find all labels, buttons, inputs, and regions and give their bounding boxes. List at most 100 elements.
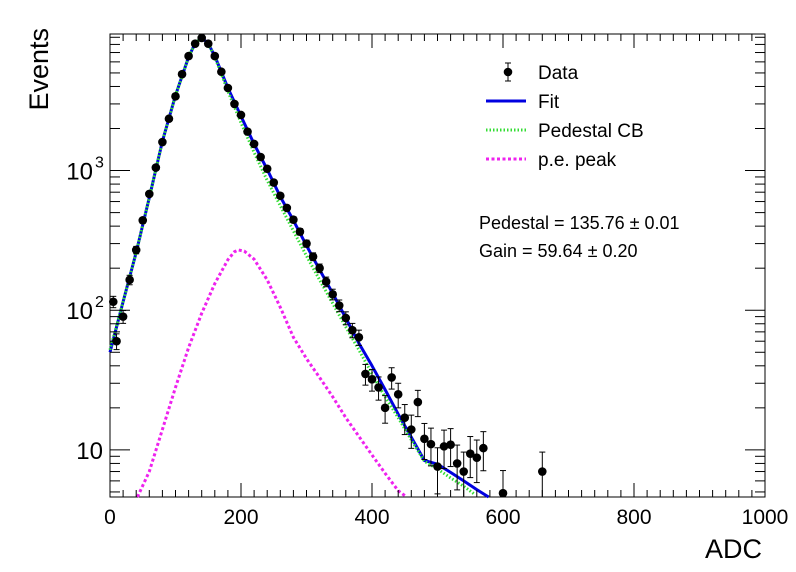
data-marker (118, 312, 128, 321)
legend-label: p.e. peak (538, 150, 617, 171)
data-marker (354, 332, 364, 342)
data-points-layer (108, 33, 547, 498)
data-point (125, 274, 134, 286)
data-marker (236, 110, 246, 120)
data-point (446, 428, 455, 468)
data-marker (400, 413, 410, 423)
data-point (171, 92, 180, 101)
curve-p-e-peak (136, 248, 408, 499)
data-point (328, 288, 338, 301)
data-point (387, 367, 396, 390)
data-point (308, 252, 318, 262)
data-marker (472, 453, 482, 462)
data-marker (131, 245, 141, 255)
data-point (177, 69, 187, 79)
fit-result-text: Gain = 59.64 ± 0.20 (479, 241, 638, 261)
legend: Data Fit Pedestal CB p.e. peak (486, 62, 644, 171)
data-marker (374, 383, 383, 392)
data-marker (479, 443, 488, 453)
data-point (158, 137, 167, 147)
data-point (380, 395, 390, 424)
data-marker (289, 215, 298, 224)
data-marker (393, 390, 403, 399)
data-marker (164, 114, 174, 124)
y-tick-exponent: 2 (95, 294, 104, 311)
data-marker (334, 301, 344, 310)
data-point (302, 239, 311, 248)
plot-frame-rect (109, 33, 766, 498)
data-marker (276, 191, 285, 201)
x-tick-label: 400 (354, 506, 389, 529)
data-point (282, 203, 292, 213)
data-point (210, 51, 220, 61)
data-point (321, 276, 331, 288)
legend-entry: Fit (486, 92, 560, 113)
data-point (236, 110, 246, 120)
fit-result-pm: ± (625, 213, 645, 233)
data-marker (243, 127, 252, 136)
data-marker (138, 216, 148, 225)
data-point (217, 67, 226, 77)
data-marker (341, 313, 351, 323)
data-point (420, 422, 429, 460)
data-marker (223, 83, 233, 93)
data-point (131, 245, 141, 255)
data-point (315, 263, 324, 274)
fit-result-pm: ± (583, 241, 603, 261)
plot-frame (109, 33, 766, 498)
legend-label: Pedestal CB (538, 121, 644, 142)
data-marker (145, 189, 154, 199)
data-point (256, 152, 265, 162)
data-point (407, 414, 416, 449)
data-marker (433, 462, 442, 471)
data-marker (262, 164, 272, 174)
data-point (289, 215, 298, 224)
data-point (249, 139, 259, 149)
data-point (184, 51, 193, 61)
x-tick-label: 600 (485, 506, 520, 529)
data-marker (439, 442, 449, 451)
data-marker (465, 449, 475, 458)
data-marker (407, 425, 416, 434)
legend-entry: Pedestal CB (486, 121, 644, 142)
data-point (341, 311, 351, 326)
data-marker (302, 239, 311, 248)
data-point (262, 164, 272, 174)
data-point (230, 99, 239, 109)
fit-result-value: Pedestal = 135.76 (479, 213, 625, 233)
data-point (138, 216, 148, 225)
data-point (269, 178, 279, 187)
data-marker (348, 325, 357, 335)
legend-label: Fit (538, 92, 560, 113)
x-axis-title: ADC (705, 534, 762, 564)
data-point (465, 436, 475, 479)
data-marker (203, 39, 213, 48)
data-marker (538, 467, 547, 476)
data-marker (295, 227, 305, 236)
data-marker (328, 290, 338, 299)
data-marker (321, 277, 331, 287)
data-marker (210, 51, 220, 61)
data-point (354, 329, 364, 346)
data-marker (459, 467, 469, 476)
data-point (348, 322, 357, 339)
data-marker (361, 369, 370, 379)
data-point (361, 363, 370, 386)
fit-result-value: Gain = 59.64 (479, 241, 583, 261)
data-marker (308, 252, 318, 261)
data-marker (269, 178, 279, 187)
data-point (145, 189, 154, 199)
data-marker (171, 92, 180, 101)
fit-result-error: 0.01 (645, 213, 680, 233)
data-marker (282, 203, 292, 213)
data-point (472, 439, 482, 484)
data-point (439, 429, 449, 470)
data-point (243, 127, 252, 136)
data-marker (420, 434, 429, 444)
data-marker (452, 459, 462, 468)
y-tick-label: 10 (66, 159, 93, 186)
data-point (426, 427, 436, 467)
data-point (190, 39, 200, 48)
data-marker (249, 139, 259, 149)
